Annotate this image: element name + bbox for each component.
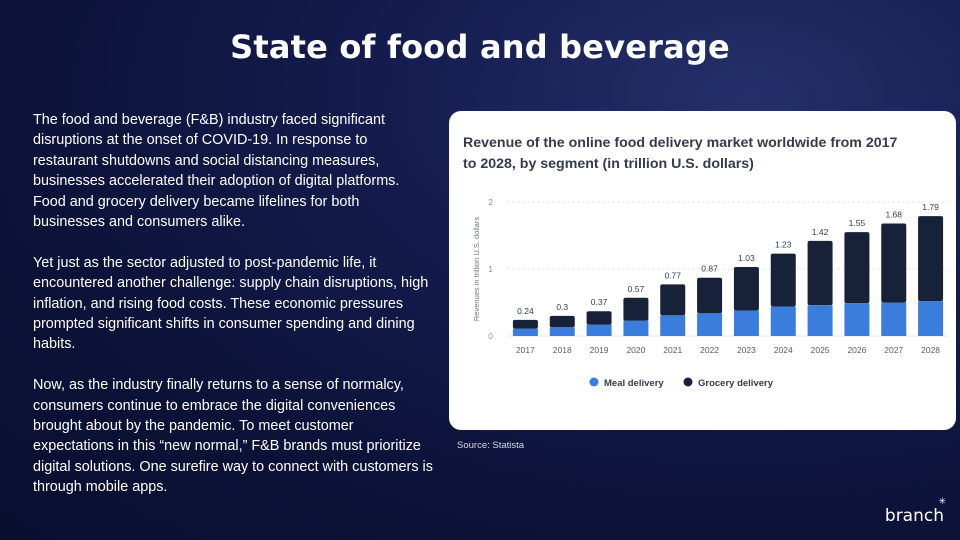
legend-label: Grocery delivery xyxy=(698,378,774,389)
x-tick-label: 2025 xyxy=(811,345,830,355)
paragraph-3: Now, as the industry finally returns to … xyxy=(33,377,433,496)
bar-grocery-delivery xyxy=(623,297,649,321)
legend-marker xyxy=(683,377,693,387)
data-label: 1.68 xyxy=(885,209,902,219)
source-note: Source: Statista xyxy=(457,440,525,451)
data-label: 1.23 xyxy=(775,240,792,250)
bar-meal-delivery xyxy=(623,320,649,336)
data-label: 0.87 xyxy=(701,264,718,274)
bar-meal-delivery xyxy=(549,327,575,336)
y-tick-label: 1 xyxy=(488,264,493,274)
legend-marker xyxy=(589,377,599,387)
paragraph-1: The food and beverage (F&B) industry fac… xyxy=(33,112,400,231)
data-label: 1.79 xyxy=(922,202,939,212)
chart-card: Revenue of the online food delivery mark… xyxy=(449,111,956,430)
bar-grocery-delivery xyxy=(549,315,575,328)
revenue-chart: 0 1 2 Revenues in trillion U.S. dollars 0.24… xyxy=(472,197,949,389)
x-tick-label: 2021 xyxy=(663,345,682,355)
bar-grocery-delivery xyxy=(844,232,870,304)
bar-grocery-delivery xyxy=(697,277,723,314)
x-tick-label: 2019 xyxy=(590,345,609,355)
bar-meal-delivery xyxy=(697,313,723,336)
bar-grocery-delivery xyxy=(660,284,686,316)
bar-meal-delivery xyxy=(660,315,686,336)
data-label: 1.03 xyxy=(738,253,755,263)
data-label: 0.57 xyxy=(628,284,645,294)
x-tick-label: 2027 xyxy=(884,345,903,355)
bar-meal-delivery xyxy=(807,305,833,336)
bar-meal-delivery xyxy=(918,301,944,336)
bar-meal-delivery xyxy=(512,328,538,336)
slide-title: State of food and beverage xyxy=(230,28,730,66)
x-tick-label: 2017 xyxy=(516,345,535,355)
bar-grocery-delivery xyxy=(918,216,944,302)
bar-grocery-delivery xyxy=(881,223,907,303)
chart-title: Revenue of the online food delivery mark… xyxy=(463,135,898,172)
brand-name: branch xyxy=(884,506,944,526)
data-label: 0.37 xyxy=(591,297,608,307)
bar-meal-delivery xyxy=(881,302,907,336)
paragraph-2: Yet just as the sector adjusted to post-… xyxy=(33,254,429,353)
legend-label: Meal delivery xyxy=(604,378,664,389)
x-tick-label: 2024 xyxy=(774,345,793,355)
x-tick-label: 2018 xyxy=(553,345,572,355)
x-tick-label: 2020 xyxy=(626,345,645,355)
y-axis-label: Revenues in trillion U.S. dollars xyxy=(472,217,481,321)
bar-grocery-delivery xyxy=(770,253,796,307)
y-tick-label: 2 xyxy=(488,197,493,207)
x-tick-label: 2026 xyxy=(847,345,866,355)
bar-grocery-delivery xyxy=(512,319,538,329)
bar-meal-delivery xyxy=(733,310,759,336)
bar-meal-delivery xyxy=(586,324,612,336)
data-label: 1.55 xyxy=(849,218,866,228)
bar-meal-delivery xyxy=(844,303,870,336)
sparkle-icon: ✳ xyxy=(938,497,946,507)
data-label: 1.42 xyxy=(812,227,829,237)
bar-grocery-delivery xyxy=(586,311,612,325)
x-tick-label: 2022 xyxy=(700,345,719,355)
y-tick-label: 0 xyxy=(488,331,493,341)
x-tick-label: 2028 xyxy=(921,345,940,355)
brand-logo: branch ✳ xyxy=(884,497,946,526)
data-label: 0.24 xyxy=(517,306,534,316)
x-tick-label: 2023 xyxy=(737,345,756,355)
data-label: 0.3 xyxy=(556,302,568,312)
bar-grocery-delivery xyxy=(807,240,833,306)
body-text: The food and beverage (F&B) industry fac… xyxy=(33,110,433,518)
data-label: 0.77 xyxy=(664,270,681,280)
bar-grocery-delivery xyxy=(733,266,759,311)
bar-meal-delivery xyxy=(770,306,796,336)
